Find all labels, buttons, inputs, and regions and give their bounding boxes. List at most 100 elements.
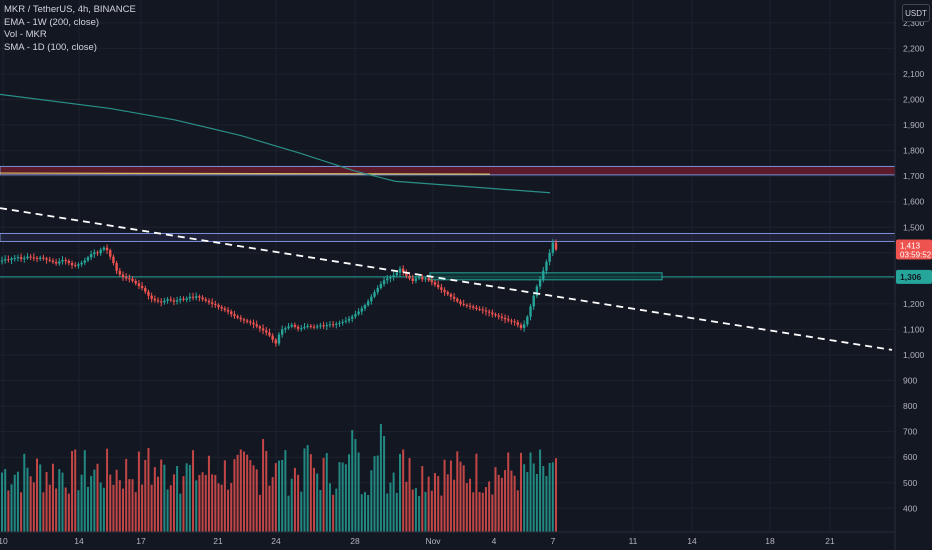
candle-body xyxy=(436,284,440,288)
candle-body xyxy=(335,323,338,325)
candle-body xyxy=(67,260,71,264)
candle-body xyxy=(379,283,383,289)
candle-body xyxy=(74,265,77,267)
volume-bar xyxy=(293,467,296,532)
volume-bar xyxy=(478,492,481,532)
x-tick-label: 21 xyxy=(213,536,223,546)
volume-bar xyxy=(332,494,335,532)
zone-inner-line xyxy=(0,172,491,175)
candle-body xyxy=(182,298,185,300)
volume-bar xyxy=(192,450,195,532)
volume-bar xyxy=(134,492,137,532)
candle-body xyxy=(35,257,39,259)
candle-body xyxy=(39,257,42,259)
candle-body xyxy=(386,278,389,281)
y-tick-label: 1,200 xyxy=(903,299,925,309)
volume-bar xyxy=(236,454,239,532)
y-tick-label: 800 xyxy=(903,401,917,411)
candle-body xyxy=(427,278,430,281)
candle-body xyxy=(32,257,36,259)
candle-body xyxy=(147,291,150,296)
volume-bar xyxy=(265,451,268,532)
legend-sma[interactable]: SMA - 1D (100, close) xyxy=(4,41,97,53)
volume-bar xyxy=(252,465,255,532)
candles xyxy=(0,239,558,347)
currency-button[interactable]: USDT xyxy=(902,4,930,22)
volume-bar xyxy=(188,464,191,532)
x-tick-label: Nov xyxy=(425,536,441,546)
candle-body xyxy=(494,314,497,316)
volume-bar xyxy=(306,445,309,532)
legend-volume[interactable]: Vol - MKR xyxy=(4,29,47,40)
support-price-tag xyxy=(896,269,932,284)
candle-body xyxy=(538,279,542,287)
legend-ema[interactable]: EMA - 1W (200, close) xyxy=(4,16,100,28)
volume-bar xyxy=(338,462,341,532)
y-tick-label: 400 xyxy=(903,503,917,513)
candle-body xyxy=(163,300,166,303)
volume-bar xyxy=(542,466,545,532)
candle-body xyxy=(331,324,335,326)
volume-bar xyxy=(96,463,99,532)
volume-bar xyxy=(268,485,271,532)
volume-bar xyxy=(102,487,105,532)
volume-bar xyxy=(437,476,440,532)
y-tick-label: 2,100 xyxy=(903,69,925,79)
candle-body xyxy=(16,257,20,259)
volume-bar xyxy=(316,473,319,532)
volume-bar xyxy=(51,463,54,532)
candle-body xyxy=(398,268,402,273)
candle-body xyxy=(150,295,153,299)
y-tick-label: 2,300 xyxy=(903,18,925,28)
legend-symbol[interactable]: MKR / TetherUS, 4h, BINANCE xyxy=(4,4,136,15)
volume-bar xyxy=(379,424,382,532)
candle-body xyxy=(414,278,418,281)
volume-bar xyxy=(4,469,7,532)
candle-body xyxy=(357,311,360,315)
candle-body xyxy=(519,324,523,328)
candle-body xyxy=(405,271,408,276)
volume-bar xyxy=(360,494,363,532)
candle-body xyxy=(265,330,268,333)
volume-bar xyxy=(109,474,112,532)
candle-body xyxy=(10,258,13,260)
candle-body xyxy=(26,256,29,259)
candle-body xyxy=(487,311,491,313)
candle-body xyxy=(255,324,258,327)
volume-bar xyxy=(348,454,351,532)
candle-body xyxy=(156,300,160,302)
volume-bar xyxy=(427,476,430,532)
x-tick-label: 10 xyxy=(0,536,8,546)
volume-bar xyxy=(484,487,487,532)
candle-body xyxy=(373,292,376,297)
volume-bar xyxy=(459,461,462,532)
candle-body xyxy=(354,314,357,317)
volume-bar xyxy=(246,454,249,532)
candle-body xyxy=(13,257,16,259)
candle-body xyxy=(360,308,363,312)
volume-bar xyxy=(13,474,16,532)
volume-bar xyxy=(157,476,160,532)
candle-body xyxy=(96,252,99,254)
dashed-trendline xyxy=(0,207,893,351)
volume-bar xyxy=(214,474,217,532)
volume-bar xyxy=(519,452,522,532)
volume-bar xyxy=(147,448,150,532)
x-tick-label: 18 xyxy=(765,536,775,546)
volume-bar xyxy=(80,474,83,532)
x-tick-label: 7 xyxy=(551,536,556,546)
candle-body xyxy=(77,264,80,266)
candle-body xyxy=(188,296,192,299)
volume-bar xyxy=(357,452,360,532)
volume-bar xyxy=(465,483,468,532)
volume-bar xyxy=(207,455,210,532)
y-tick-label: 600 xyxy=(903,452,917,462)
candle-body xyxy=(61,259,64,262)
candle-body xyxy=(452,296,456,299)
volume-bar xyxy=(545,476,548,532)
candle-body xyxy=(328,324,332,326)
candle-body xyxy=(408,275,411,279)
candle-body xyxy=(284,328,287,330)
candle-body xyxy=(322,325,325,327)
